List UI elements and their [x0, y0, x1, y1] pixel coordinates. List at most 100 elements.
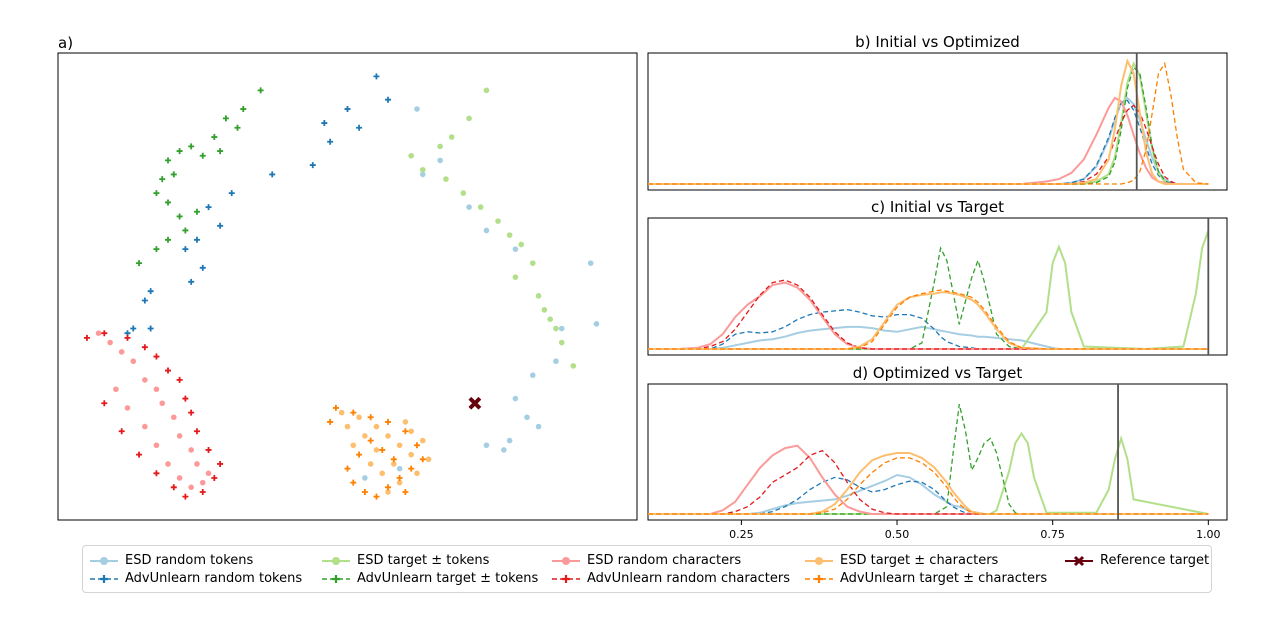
scatter-point [153, 190, 160, 197]
scatter-point [176, 376, 183, 383]
scatter-point [396, 442, 403, 449]
scatter-point [553, 325, 559, 332]
legend-swatch [805, 556, 833, 565]
scatter-point [501, 447, 507, 453]
scatter-point [193, 428, 200, 435]
scatter-point [199, 488, 206, 495]
legend-swatch [805, 574, 833, 583]
scatter-point [153, 386, 160, 393]
scatter-point [194, 461, 200, 467]
scatter-point [587, 260, 594, 266]
scatter-point [356, 124, 363, 131]
scatter-point [165, 199, 172, 206]
legend-label: AdvUnlearn target ± characters [840, 571, 1048, 586]
scatter-point [193, 236, 200, 243]
scatter-point [170, 171, 177, 178]
scatter-point [141, 297, 148, 304]
scatter-series-6 [338, 409, 432, 495]
scatter-series-2 [408, 87, 577, 369]
scatter-point [95, 330, 102, 337]
scatter-point [136, 260, 143, 267]
scatter-series-4 [95, 330, 212, 491]
scatter-point [535, 293, 542, 299]
scatter-point [222, 115, 229, 122]
scatter-point [182, 395, 189, 402]
panel-b-series-6 [648, 58, 1209, 185]
scatter-point [483, 87, 490, 94]
scatter-point [483, 442, 490, 449]
scatter-point [558, 339, 565, 346]
scatter-point [124, 334, 131, 341]
scatter-point [350, 409, 357, 416]
scatter-point [477, 204, 484, 210]
scatter-point [176, 148, 183, 155]
scatter-point [535, 423, 542, 430]
scatter-point [425, 456, 432, 463]
panel-d-series-0 [648, 473, 1209, 515]
legend-swatch [322, 556, 350, 565]
scatter-point [402, 419, 409, 425]
scatter-point [443, 176, 449, 182]
panel-b-series-2 [648, 60, 1209, 185]
scatter-point [460, 190, 467, 196]
panel-c-series-7 [648, 289, 1209, 350]
scatter-point [373, 493, 380, 500]
scatter-point [367, 437, 374, 444]
legend-label: ESD target ± characters [840, 553, 999, 568]
scatter-point [356, 451, 363, 458]
legend-swatch [90, 556, 118, 565]
scatter-point [136, 451, 143, 458]
scatter-point [390, 456, 397, 463]
scatter-point [356, 414, 362, 421]
scatter-point [124, 405, 131, 411]
scatter-point [159, 176, 166, 183]
scatter-point [176, 213, 183, 220]
scatter-point [170, 484, 177, 491]
x-tick-label: 0.75 [1040, 528, 1065, 541]
scatter-point [466, 204, 472, 210]
scatter-point [83, 334, 90, 341]
scatter-point [396, 479, 403, 486]
scatter-series-3 [136, 87, 264, 267]
scatter-point [113, 386, 119, 393]
scatter-point [361, 488, 368, 495]
scatter-point [408, 465, 415, 472]
legend: ESD random tokens AdvUnlearn random token… [82, 545, 1212, 593]
scatter-point [419, 437, 426, 444]
panel-b-title: b) Initial vs Optimized [855, 33, 1020, 51]
panel-c-initial-vs-target: c) Initial vs Target [647, 198, 1228, 356]
legend-swatch [90, 574, 118, 583]
scatter-point [402, 488, 409, 495]
scatter-series-5 [83, 330, 224, 500]
scatter-point [344, 465, 351, 472]
scatter-point [130, 325, 137, 332]
scatter-point [506, 232, 513, 238]
panel-b-series-5 [648, 104, 1209, 185]
scatter-point [558, 325, 565, 332]
scatter-point [101, 330, 108, 337]
scatter-point [165, 157, 172, 164]
scatter-point [182, 227, 189, 234]
legend-label: ESD random tokens [125, 553, 254, 568]
scatter-point [385, 484, 392, 491]
legend-swatch [552, 574, 580, 583]
scatter-point [419, 456, 426, 463]
scatter-point [419, 166, 426, 173]
legend-item: AdvUnlearn random characters [551, 571, 790, 586]
scatter-point [385, 489, 391, 495]
panel-c-series-2 [648, 230, 1210, 351]
scatter-point [541, 307, 548, 313]
scatter-point [437, 157, 443, 164]
legend-item: AdvUnlearn target ± tokens [321, 571, 538, 586]
scatter-point [101, 400, 108, 407]
scatter-point [396, 465, 403, 472]
legend-item: AdvUnlearn random tokens [89, 571, 302, 586]
scatter-point [188, 409, 195, 416]
panel-d-series-7 [648, 457, 1209, 515]
scatter-point [408, 451, 414, 458]
panel-c-title: c) Initial vs Target [871, 198, 1004, 216]
scatter-point [518, 241, 524, 248]
scatter-point [188, 484, 194, 491]
scatter-point [171, 414, 177, 421]
